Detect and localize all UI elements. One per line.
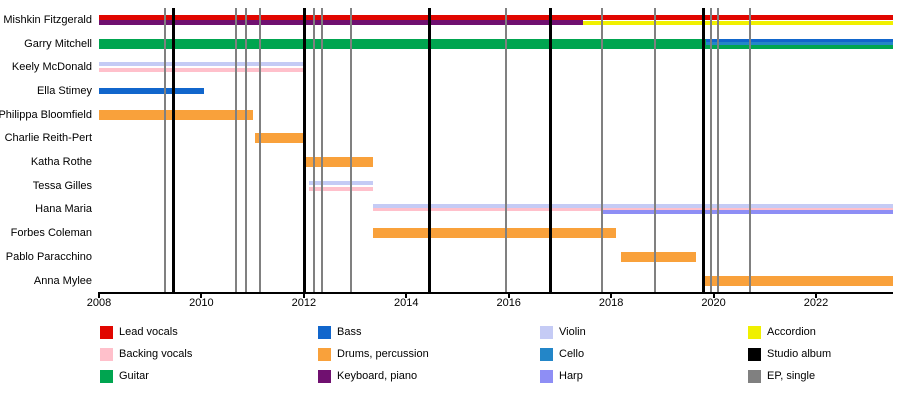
x-axis-tick-label: 2020: [701, 297, 726, 310]
studio-album-line: [701, 8, 705, 293]
x-axis-tick-label: 2012: [291, 297, 317, 310]
bar-drums: [621, 251, 696, 262]
bar-drums: [306, 157, 373, 168]
ep-single-line: [259, 8, 262, 293]
ep-single-line: [313, 8, 316, 293]
bar-harp: [603, 210, 893, 215]
bar-cello: [705, 42, 893, 46]
x-axis-tick: [712, 292, 715, 299]
member-label: Katha Rothe: [30, 156, 92, 169]
legend-swatch-album: [748, 348, 761, 361]
legend-swatch-lead-vocals: [100, 326, 113, 339]
studio-album-line: [549, 8, 553, 293]
bar-backing-vocals: [372, 207, 893, 211]
ep-single-line: [749, 8, 752, 293]
bar-violin: [308, 180, 373, 185]
bar-backing-vocals: [308, 186, 373, 191]
member-label: Ella Stimey: [36, 84, 92, 97]
legend-label: Guitar: [119, 370, 149, 382]
bar-keyboard-piano: [99, 19, 583, 25]
x-axis-tick: [610, 292, 613, 299]
ep-single-line: [320, 8, 323, 293]
x-axis-tick-label: 2008: [86, 297, 112, 310]
bar-bass: [705, 38, 893, 43]
ep-single-line: [710, 8, 712, 293]
bar-drums: [703, 275, 893, 286]
ep-single-line: [505, 8, 508, 293]
bar-guitar: [99, 38, 706, 49]
legend-swatch-keyboard-piano: [318, 370, 331, 383]
legend-label: Harp: [559, 370, 583, 382]
member-label: Philippa Bloomfield: [0, 108, 92, 121]
legend-swatch-ep: [748, 370, 761, 383]
legend-label: Bass: [337, 326, 362, 338]
x-axis-tick-label: 2010: [189, 297, 214, 310]
bar-backing-vocals: [99, 68, 307, 73]
member-label: Keely McDonald: [11, 61, 92, 74]
legend-label: Lead vocals: [119, 326, 178, 338]
ep-single-line: [716, 8, 719, 293]
studio-album-line: [427, 8, 431, 293]
bar-drums: [99, 109, 253, 120]
legend-swatch-backing-vocals: [100, 348, 113, 361]
legend-label: Drums, percussion: [337, 348, 429, 360]
bar-violin: [372, 204, 893, 209]
x-axis-tick-label: 2016: [496, 297, 521, 310]
bar-accordion: [582, 20, 893, 25]
legend-swatch-accordion: [748, 326, 761, 339]
member-label: Forbes Coleman: [10, 227, 92, 240]
ep-single-line: [163, 8, 166, 293]
ep-single-line: [235, 8, 238, 293]
member-label: Mishkin Fitzgerald: [3, 13, 92, 26]
x-axis-tick: [200, 292, 203, 299]
legend-swatch-drums: [318, 348, 331, 361]
legend-label: EP, single: [767, 370, 816, 382]
x-axis: [99, 292, 893, 295]
x-axis-tick: [302, 292, 305, 299]
x-axis-tick-label: 2014: [394, 297, 419, 310]
bar-drums: [255, 133, 304, 144]
legend-swatch-harp: [540, 370, 553, 383]
legend-label: Accordion: [767, 326, 816, 338]
bar-guitar: [705, 44, 893, 49]
legend-label: Backing vocals: [119, 348, 193, 360]
bar-violin: [99, 62, 307, 67]
member-label: Tessa Gilles: [32, 179, 92, 192]
x-axis-tick: [405, 292, 408, 299]
legend-label: Studio album: [767, 348, 832, 360]
ep-single-line: [349, 8, 352, 293]
legend-label: Violin: [559, 326, 586, 338]
x-axis-tick-label: 2018: [598, 297, 624, 310]
bar-lead-vocals: [99, 14, 893, 20]
ep-single-line: [653, 8, 656, 293]
legend-label: Cello: [559, 348, 585, 360]
studio-album-line: [303, 8, 307, 293]
x-axis-tick: [98, 292, 100, 299]
x-axis-tick: [507, 292, 510, 299]
member-label: Pablo Paracchino: [5, 250, 92, 263]
member-label: Garry Mitchell: [24, 37, 92, 50]
ep-single-line: [245, 8, 248, 293]
legend-swatch-cello: [540, 348, 553, 361]
legend-swatch-bass: [318, 326, 331, 339]
member-label: Anna Mylee: [33, 274, 92, 287]
x-axis-tick: [814, 292, 817, 299]
bar-drums: [372, 228, 617, 239]
legend-swatch-violin: [540, 326, 553, 339]
legend-label: Keyboard, piano: [337, 370, 418, 382]
member-label: Hana Maria: [35, 203, 92, 216]
x-axis-tick-label: 2022: [803, 297, 829, 310]
ep-single-line: [600, 8, 603, 293]
legend-swatch-guitar: [100, 370, 113, 383]
bar-bass: [99, 87, 204, 94]
member-label: Charlie Reith-Pert: [4, 132, 92, 145]
studio-album-line: [171, 8, 175, 293]
